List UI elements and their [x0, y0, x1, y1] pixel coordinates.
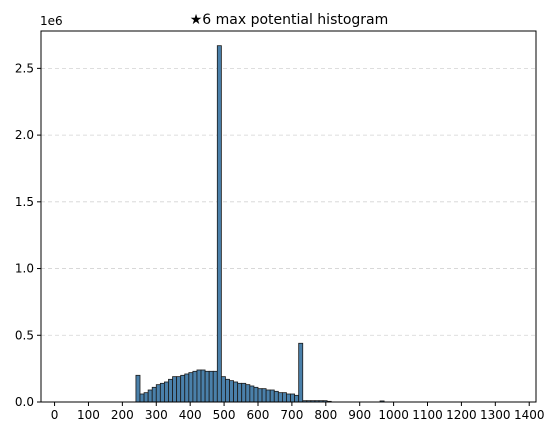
histogram-bar	[273, 390, 279, 403]
x-tick-label: 900	[348, 408, 371, 422]
y-tick-label: 2.5	[15, 61, 34, 75]
y-tick-label: 1.0	[15, 262, 34, 276]
chart-title: ★6 max potential histogram	[190, 12, 389, 28]
x-tick-label: 800	[314, 408, 337, 422]
histogram-bar	[277, 392, 283, 403]
histogram-bar	[200, 369, 206, 403]
x-tick-label: 600	[247, 408, 270, 422]
x-tick-label: 300	[145, 408, 168, 422]
y-axis-multiplier: 1e6	[40, 14, 63, 28]
histogram-bar	[269, 389, 275, 403]
x-tick-label: 1100	[412, 408, 443, 422]
x-tick-label: 1300	[480, 408, 511, 422]
histogram-bar	[298, 342, 304, 403]
histogram-bar	[155, 384, 161, 403]
histogram-bar	[159, 382, 165, 403]
histogram-bar	[139, 393, 145, 403]
histogram-bar	[204, 370, 210, 403]
x-tick-label: 1000	[378, 408, 409, 422]
histogram-bar	[196, 369, 202, 403]
histogram-bar	[290, 393, 296, 403]
histogram-bar	[286, 393, 291, 403]
histogram-bar	[147, 389, 153, 403]
histogram-bar	[143, 392, 149, 403]
histogram-bar	[220, 376, 226, 403]
histogram-bar	[294, 394, 300, 403]
plot-frame	[40, 30, 537, 403]
histogram-bar	[164, 381, 169, 403]
histogram-bar	[241, 382, 247, 403]
histogram-bar	[249, 385, 255, 403]
x-tick-label: 100	[77, 408, 100, 422]
histogram-bar	[237, 382, 243, 403]
x-tick-label: 1200	[446, 408, 477, 422]
y-tick-label: 2.0	[15, 128, 34, 142]
histogram-bar	[168, 378, 173, 403]
y-tick-label: 0.5	[15, 328, 34, 342]
histogram-bar	[135, 374, 141, 403]
histogram-bar	[253, 386, 259, 403]
histogram-bar	[229, 380, 234, 403]
x-tick-label: 700	[280, 408, 303, 422]
histogram-bar	[216, 45, 222, 403]
x-tick-label: 0	[51, 408, 59, 422]
histogram-bar	[281, 392, 287, 403]
histogram-bar	[208, 370, 214, 403]
histogram-bar	[245, 384, 251, 403]
histogram-bar	[265, 389, 271, 403]
y-tick-label: 1.5	[15, 195, 34, 209]
histogram-bar	[233, 381, 239, 403]
histogram-bar	[192, 370, 198, 403]
x-tick-label: 500	[213, 408, 236, 422]
histogram-bar	[180, 374, 186, 403]
histogram-bar	[151, 386, 157, 403]
histogram-bar	[257, 388, 263, 403]
histogram-bar	[212, 370, 218, 403]
x-tick-label: 1400	[514, 408, 545, 422]
histogram-bar	[261, 388, 267, 403]
histogram-bar	[176, 376, 182, 403]
histogram-bar	[188, 372, 194, 403]
histogram-bar	[225, 378, 230, 403]
histogram-bar	[172, 376, 178, 403]
x-tick-label: 200	[111, 408, 134, 422]
histogram-bar	[184, 373, 190, 403]
x-tick-label: 400	[179, 408, 202, 422]
y-tick-label: 0.0	[15, 395, 34, 409]
